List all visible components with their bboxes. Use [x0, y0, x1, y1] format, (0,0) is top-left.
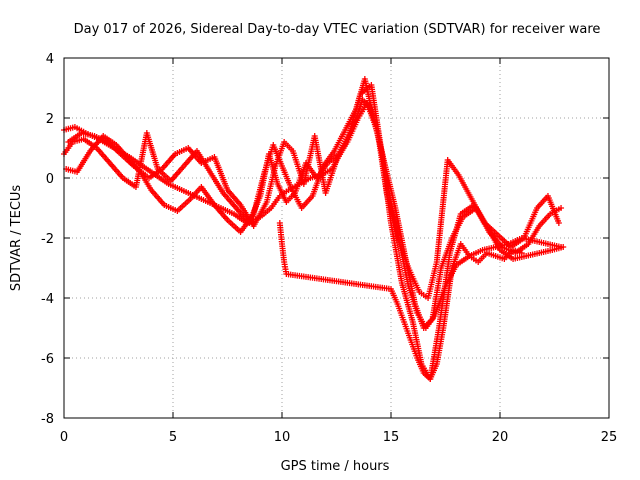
x-tick-label: 10 [274, 430, 291, 445]
x-tick-label: 5 [169, 430, 177, 445]
x-tick-label: 15 [383, 430, 400, 445]
y-axis-label: SDTVAR / TECUs [9, 185, 24, 292]
y-tick-label: -8 [41, 412, 54, 427]
data-point [560, 244, 567, 250]
data-point [558, 205, 565, 211]
y-tick-label: 2 [46, 112, 54, 127]
x-tick-label: 0 [60, 430, 68, 445]
series-track-3 [63, 76, 565, 331]
grid [64, 58, 609, 418]
y-tick-label: 4 [46, 52, 54, 67]
data-point [518, 250, 525, 256]
y-tick-label: 0 [46, 172, 54, 187]
data-series [61, 76, 567, 382]
x-tick-label: 20 [492, 430, 509, 445]
y-tick-label: -4 [41, 292, 54, 307]
y-tick-label: -2 [41, 232, 54, 247]
series-track-4 [65, 100, 562, 301]
y-tick-label: -6 [41, 352, 54, 367]
axis-ticks: 0 5 10 15 20 25 -8 -6 -4 -2 0 2 4 [41, 52, 617, 445]
series-track-5 [276, 220, 525, 382]
data-point [555, 220, 562, 226]
x-tick-label: 25 [601, 430, 618, 445]
chart-title: Day 017 of 2026, Sidereal Day-to-day VTE… [74, 22, 601, 37]
series-track-1 [61, 97, 565, 331]
x-axis-label: GPS time / hours [281, 459, 390, 474]
